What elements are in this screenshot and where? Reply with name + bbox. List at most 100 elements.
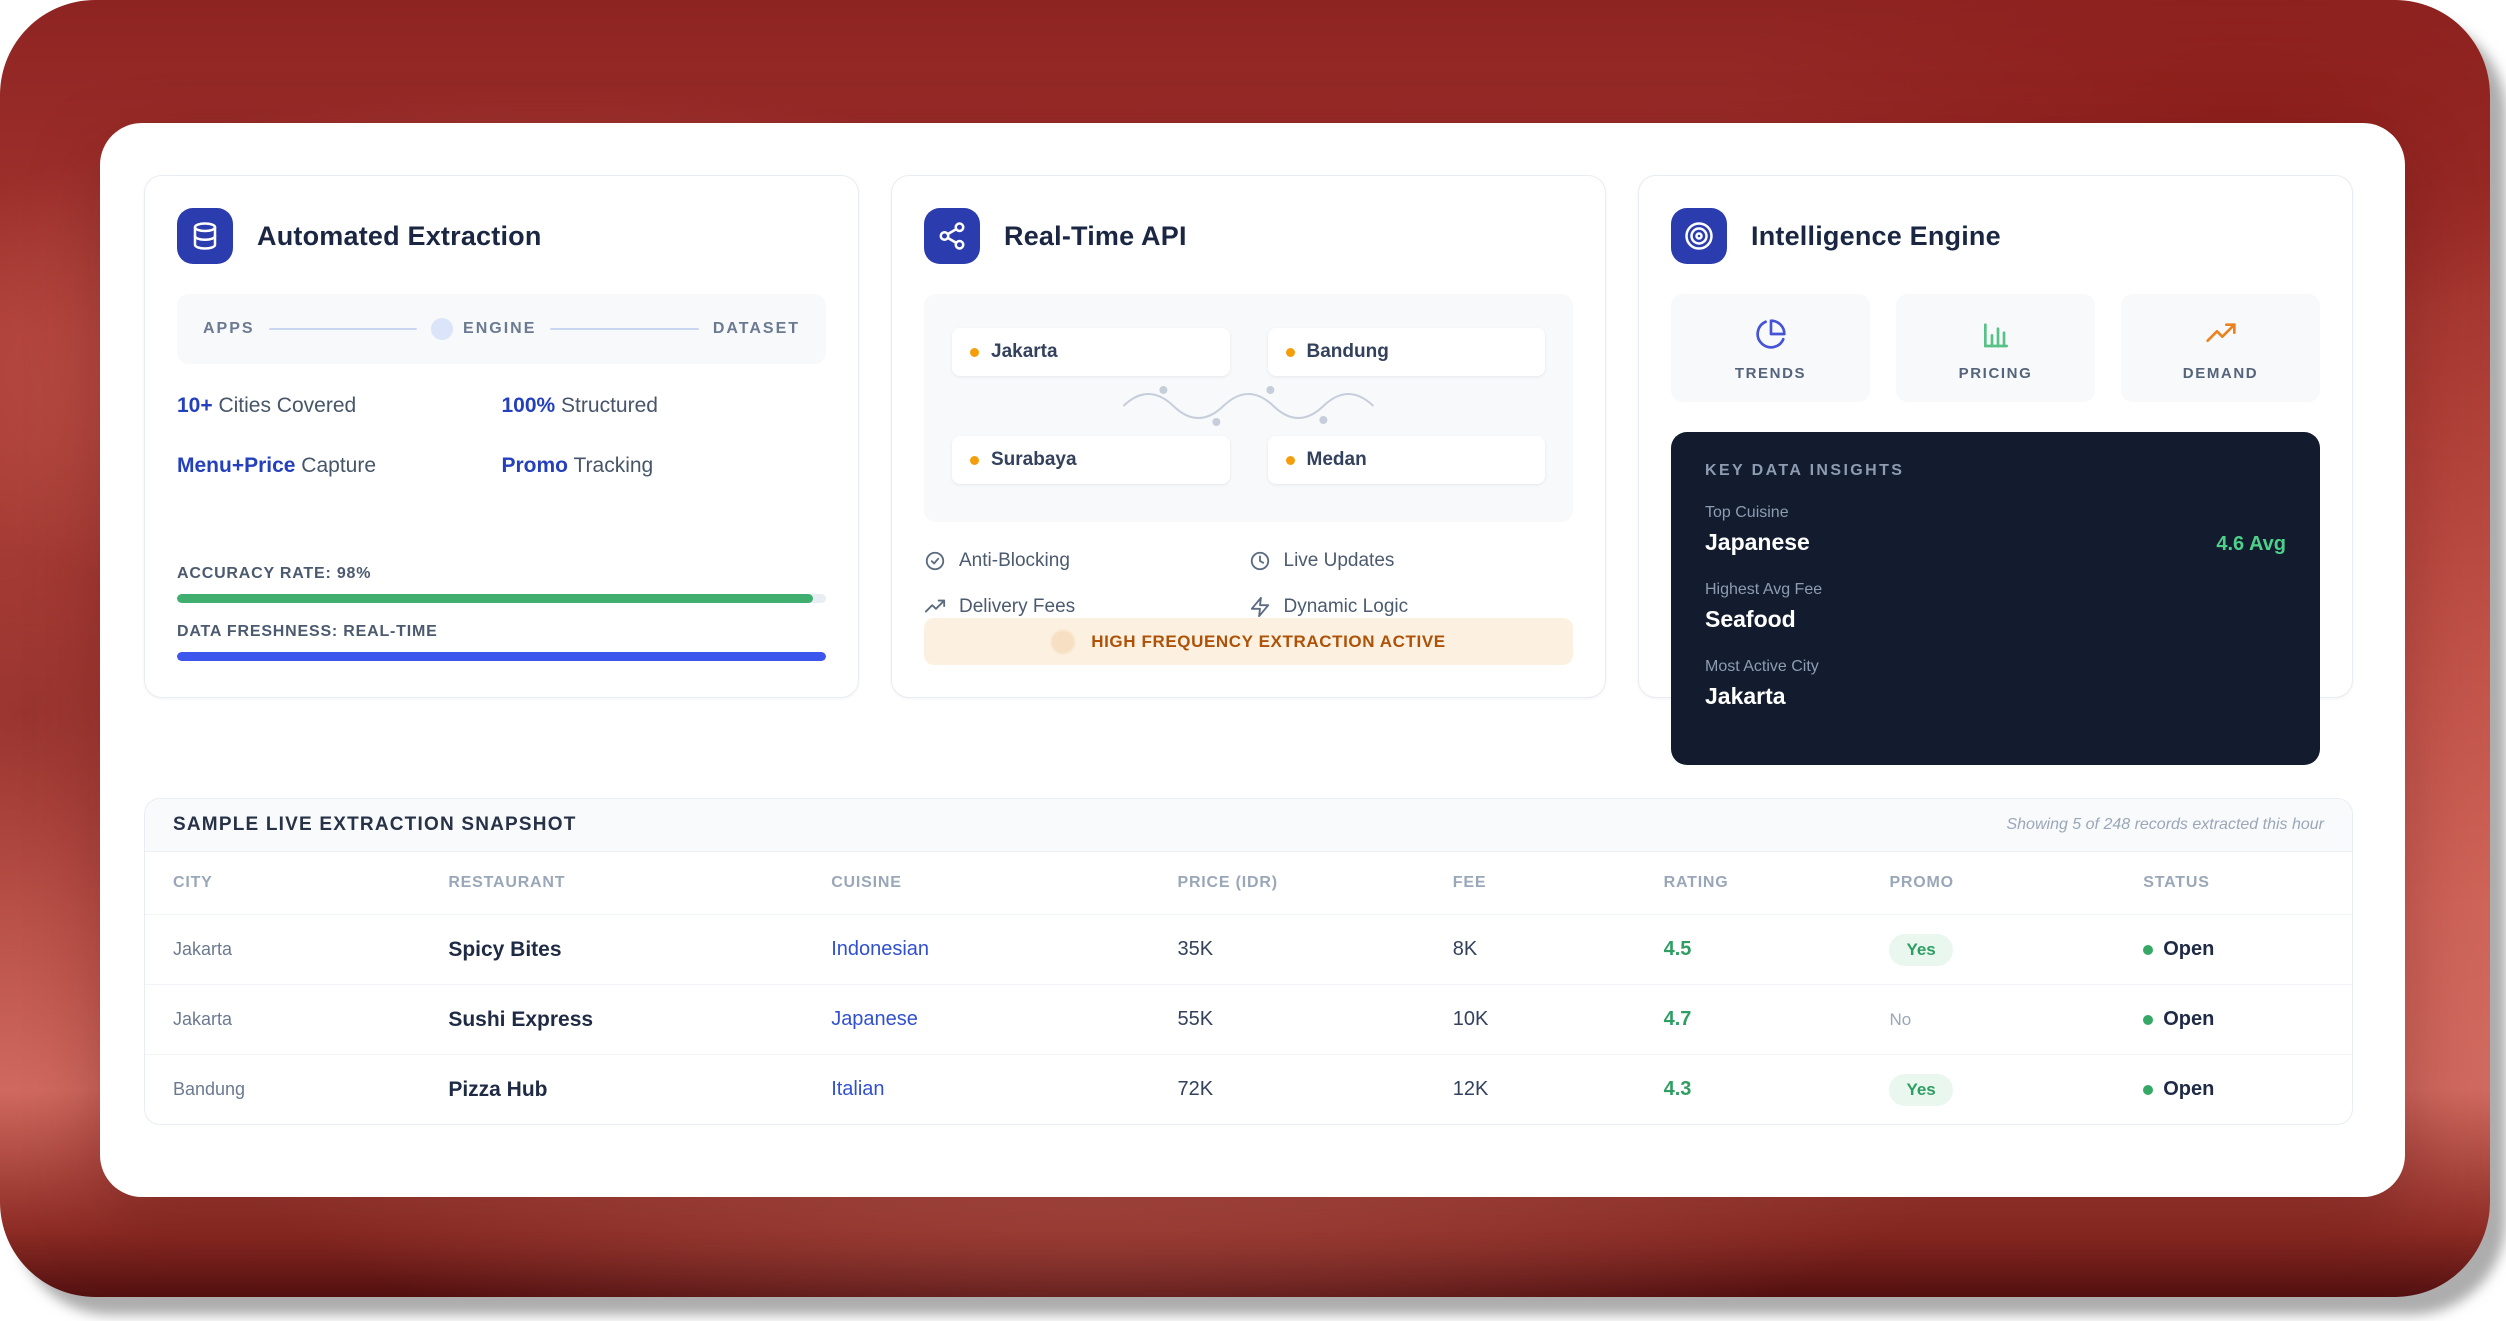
share-network-icon [924, 208, 980, 264]
city-chip-surabaya: Surabaya [952, 436, 1230, 484]
city-chip-bandung: Bandung [1267, 328, 1545, 376]
pulse-dot-icon [1051, 629, 1076, 654]
insight-value: Japanese [1705, 529, 1810, 555]
stat-cities: 10+ Cities Covered [177, 394, 502, 418]
status-label: Open [2163, 1008, 2215, 1030]
mode-tile-trends[interactable]: TRENDS [1671, 294, 1870, 402]
city-dot-icon [1285, 455, 1295, 465]
feature-label: Anti-Blocking [959, 550, 1070, 571]
city-coverage-panel: Jakarta Bandung Surabaya Medan [924, 294, 1573, 522]
check-circle-icon [925, 551, 945, 571]
pipeline-stage-dataset: DATASET [712, 320, 801, 337]
cell-cuisine: Indonesian [831, 938, 930, 960]
city-name: Surabaya [991, 449, 1077, 470]
data-flow-wave-icon [1122, 386, 1375, 426]
column-header-rating: RATING [1663, 874, 1729, 891]
pipeline-connector [550, 328, 699, 330]
card-realtime-api: Real-Time API Jakarta Bandung [891, 175, 1606, 698]
table-row: Bandung Pizza Hub Italian 72K 12K 4.3 Ye… [145, 1054, 2352, 1124]
cell-status: Open [2143, 1078, 2324, 1101]
feature-label: Delivery Fees [959, 596, 1076, 617]
status-label: Open [2163, 1078, 2215, 1100]
pipeline-node-dot [431, 318, 454, 340]
card-title: Automated Extraction [257, 220, 542, 251]
mode-label: PRICING [1958, 365, 2033, 382]
table-column-headers: CITY RESTAURANT CUISINE PRICE (IDR) FEE … [145, 852, 2352, 914]
city-chip-row: Jakarta Bandung [952, 328, 1545, 376]
insight-extra-rating: 4.6 Avg [2216, 533, 2286, 555]
progress-section: ACCURACY RATE: 98% DATA FRESHNESS: REAL-… [177, 545, 826, 665]
cell-restaurant: Spicy Bites [448, 937, 562, 961]
data-freshness-label: DATA FRESHNESS: REAL-TIME [177, 623, 438, 640]
cell-status: Open [2143, 1008, 2324, 1031]
card-title: Real-Time API [1004, 220, 1187, 251]
stat-value: 10+ [177, 394, 213, 417]
cell-rating: 4.3 [1663, 1078, 1692, 1100]
database-icon [177, 208, 233, 264]
city-dot-icon [970, 347, 979, 357]
cell-promo: No [1889, 1004, 2143, 1036]
pipeline-stage-apps: APPS [203, 320, 255, 337]
stat-promo: Promo Tracking [502, 454, 827, 478]
city-name: Jakarta [991, 341, 1058, 362]
insight-label: Highest Avg Fee [1705, 581, 1823, 598]
insight-value: Jakarta [1705, 683, 1786, 709]
cell-price: 55K [1177, 1008, 1214, 1030]
insight-value: Seafood [1705, 606, 1796, 632]
feature-anti-blocking: Anti-Blocking [924, 550, 1249, 572]
cell-restaurant: Sushi Express [448, 1007, 594, 1031]
column-header-fee: FEE [1452, 874, 1487, 891]
api-feature-list: Anti-Blocking Live Updates Delivery Fees… [924, 550, 1573, 618]
extraction-snapshot-table: SAMPLE LIVE EXTRACTION SNAPSHOT Showing … [144, 798, 2353, 1125]
card-header: Real-Time API [924, 208, 1573, 264]
city-dot-icon [1285, 347, 1295, 357]
cell-city: Jakarta [173, 939, 233, 959]
cell-status: Open [2143, 938, 2324, 961]
insight-label: Top Cuisine [1705, 504, 1789, 521]
table-row: Jakarta Spicy Bites Indonesian 35K 8K 4.… [145, 914, 2352, 984]
cell-promo: Yes [1889, 933, 2143, 966]
pie-chart-icon [1755, 319, 1786, 349]
pipeline-connector [268, 328, 418, 330]
dashboard-panel: Automated Extraction APPS ENGINE DATASET… [100, 123, 2405, 1197]
city-name: Bandung [1306, 341, 1389, 362]
pipeline-diagram: APPS ENGINE DATASET [177, 294, 826, 364]
stat-value: Promo [501, 454, 569, 477]
cell-fee: 10K [1452, 1008, 1489, 1030]
city-name: Medan [1306, 449, 1367, 470]
trending-up-icon [2205, 323, 2236, 342]
status-dot-icon [2143, 944, 2154, 955]
card-automated-extraction: Automated Extraction APPS ENGINE DATASET… [144, 175, 859, 698]
stat-menu-price: Menu+Price Capture [177, 454, 502, 478]
key-data-insights-panel: KEY DATA INSIGHTS Top Cuisine Japanese 4… [1671, 432, 2320, 765]
stat-label: Tracking [568, 454, 654, 477]
stat-label: Capture [295, 454, 377, 477]
table-row: Jakarta Sushi Express Japanese 55K 10K 4… [145, 984, 2352, 1054]
card-header: Automated Extraction [177, 208, 826, 264]
promo-badge: Yes [1889, 933, 1953, 966]
stat-value: Menu+Price [177, 454, 296, 477]
insight-top-cuisine: Top Cuisine Japanese 4.6 Avg [1705, 504, 2286, 556]
feature-cards-row: Automated Extraction APPS ENGINE DATASET… [144, 175, 2353, 765]
trending-up-icon [924, 599, 946, 613]
feature-dynamic-logic: Dynamic Logic [1249, 596, 1574, 618]
pipeline-stage-engine: ENGINE [463, 320, 537, 337]
zap-icon [1250, 596, 1269, 618]
city-dot-icon [970, 455, 979, 465]
column-header-status: STATUS [2143, 874, 2210, 891]
data-freshness-bar [177, 652, 826, 661]
cell-city: Jakarta [173, 1009, 233, 1029]
mode-tile-demand[interactable]: DEMAND [2121, 294, 2320, 402]
target-icon [1671, 208, 1727, 264]
city-chip-medan: Medan [1267, 436, 1545, 484]
mode-label: TRENDS [1734, 365, 1807, 382]
accuracy-rate-fill [177, 594, 814, 603]
insights-title: KEY DATA INSIGHTS [1705, 462, 1905, 479]
cell-rating: 4.5 [1663, 938, 1692, 960]
column-header-cuisine: CUISINE [831, 874, 902, 891]
table-record-count-note: Showing 5 of 248 records extracted this … [2006, 816, 2324, 833]
city-chip-jakarta: Jakarta [952, 328, 1230, 376]
mode-tile-pricing[interactable]: PRICING [1896, 294, 2095, 402]
stat-label: Cities Covered [212, 394, 357, 417]
